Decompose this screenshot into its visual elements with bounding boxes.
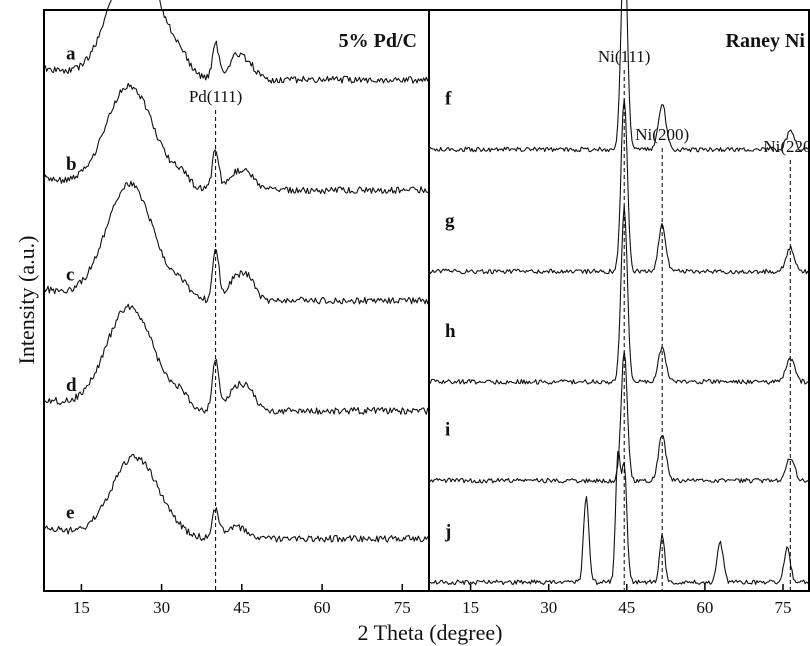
x-tick-label-60: 60	[696, 598, 713, 617]
trace-g	[428, 98, 810, 275]
trace-d	[43, 303, 430, 415]
series-label-a: a	[66, 44, 76, 65]
series-label-i: i	[445, 420, 450, 441]
trace-a	[43, 0, 430, 84]
x-tick-label-30: 30	[540, 598, 557, 617]
x-axis-label: 2 Theta (degree)	[358, 620, 503, 645]
reference-label-pd111: Pd(111)	[189, 87, 243, 106]
panel-raney-ni-title: Raney Ni	[726, 30, 806, 52]
panel-raney-ni: Raney Ni f g h i j Ni(111) Ni(200) Ni(220) 15 3…	[428, 0, 810, 617]
panel-raney-ni-reference-lines: Ni(111) Ni(200) Ni(220)	[598, 47, 810, 591]
x-tick-label-30: 30	[153, 598, 170, 617]
series-label-j: j	[444, 521, 451, 542]
panel-pd-c-title: 5% Pd/C	[339, 30, 417, 52]
panel-pd-c-traces	[43, 0, 430, 543]
trace-j	[428, 451, 810, 586]
x-tick-label-75: 75	[775, 598, 792, 617]
panel-pd-c: 5% Pd/C a b c d e Pd(111) 15 30 45 60 75	[43, 0, 430, 617]
series-label-h: h	[445, 321, 456, 342]
x-tick-label-15: 15	[73, 598, 90, 617]
x-tick-label-60: 60	[314, 598, 331, 617]
trace-e	[43, 453, 430, 543]
trace-c	[43, 180, 430, 305]
series-label-b: b	[66, 154, 77, 175]
panel-raney-ni-x-axis: 15 30 45 60 75	[462, 584, 792, 617]
series-label-e: e	[66, 503, 74, 524]
reference-label-ni200: Ni(200)	[635, 125, 689, 144]
trace-f	[428, 0, 810, 153]
reference-label-ni220: Ni(220)	[763, 137, 810, 156]
series-label-d: d	[66, 375, 77, 396]
series-label-f: f	[445, 88, 452, 109]
y-axis-label: Intensity (a.u.)	[14, 236, 39, 365]
panel-raney-ni-series-labels: f g h i j	[444, 88, 456, 542]
trace-h	[428, 205, 810, 385]
panel-pd-c-reference-lines: Pd(111)	[189, 87, 243, 591]
x-tick-label-15: 15	[462, 598, 479, 617]
panel-raney-ni-traces	[428, 0, 810, 586]
x-tick-label-45: 45	[618, 598, 635, 617]
x-tick-label-45: 45	[233, 598, 250, 617]
series-label-c: c	[66, 265, 74, 286]
x-tick-label-75: 75	[394, 598, 411, 617]
panel-pd-c-x-axis: 15 30 45 60 75	[73, 584, 411, 617]
series-label-g: g	[445, 210, 455, 231]
trace-i	[428, 351, 810, 484]
panel-pd-c-series-labels: a b c d e	[66, 44, 77, 524]
reference-label-ni111: Ni(111)	[598, 47, 651, 66]
trace-b	[43, 82, 430, 195]
panel-raney-ni-frame	[428, 9, 810, 592]
